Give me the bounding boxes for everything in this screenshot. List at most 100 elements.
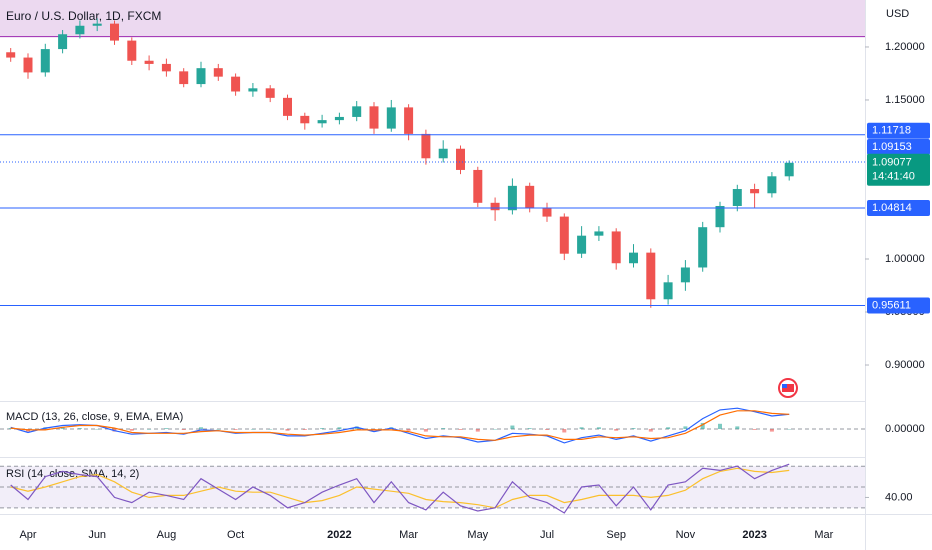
histogram-bar xyxy=(752,429,757,430)
x-tick-label: 2023 xyxy=(742,529,766,541)
candle-body xyxy=(231,76,241,92)
level-label: 0.95611 xyxy=(872,299,911,311)
histogram-bar xyxy=(129,429,134,431)
x-tick-label: Mar xyxy=(399,529,418,541)
candle-body xyxy=(127,40,137,61)
x-tick-label: Jul xyxy=(540,529,554,541)
y-tick-label: 0.90000 xyxy=(885,359,925,371)
candle-body xyxy=(161,63,171,72)
histogram-bar xyxy=(579,427,584,429)
histogram-bar xyxy=(769,429,774,432)
candle-body xyxy=(283,97,292,116)
x-tick-label: Nov xyxy=(676,529,696,541)
countdown-label: 14:41:40 xyxy=(872,171,915,183)
indicator-title: RSI (14, close, SMA, 14, 2) xyxy=(6,468,139,480)
event-badge[interactable] xyxy=(778,378,798,398)
histogram-bar xyxy=(562,429,567,433)
badge-flag xyxy=(782,384,794,392)
candle-body xyxy=(680,267,690,283)
histogram-bar xyxy=(718,423,722,429)
band-fill xyxy=(0,466,865,508)
x-tick-label: Aug xyxy=(157,529,177,541)
histogram-bar xyxy=(648,429,653,432)
candle-body xyxy=(646,252,656,300)
histogram-bar xyxy=(216,429,221,430)
histogram-bar xyxy=(77,428,82,429)
candle-body xyxy=(750,189,760,194)
histogram-bar xyxy=(735,426,740,429)
x-tick-label: Apr xyxy=(19,529,36,541)
candle-body xyxy=(473,169,483,203)
y-tick-label: 1.20000 xyxy=(885,41,925,53)
histogram-bar xyxy=(475,429,480,432)
histogram-bar xyxy=(406,429,411,431)
x-tick-label: 2022 xyxy=(327,529,351,541)
candle-body xyxy=(196,68,206,85)
candle-body xyxy=(525,185,535,209)
histogram-bar xyxy=(666,427,671,429)
histogram-bar xyxy=(423,429,428,432)
level-label-bg xyxy=(867,122,930,139)
candle-body xyxy=(23,57,33,73)
candle-body xyxy=(767,176,777,194)
candle-body xyxy=(577,235,587,254)
candle-body xyxy=(92,23,102,26)
histogram-bar xyxy=(458,429,463,430)
level-label: 1.09153 xyxy=(872,141,912,153)
candle-body xyxy=(179,71,189,85)
candle-body xyxy=(248,88,258,92)
candle-body xyxy=(663,282,673,300)
histogram-bar xyxy=(250,429,255,430)
histogram-bar xyxy=(510,425,515,429)
histogram-bar xyxy=(787,429,792,430)
histogram-bar xyxy=(596,427,601,429)
candle-body xyxy=(421,133,431,159)
candle-body xyxy=(144,60,154,64)
indicator-line xyxy=(10,410,790,441)
level-label: 1.11718 xyxy=(872,125,911,137)
histogram-bar xyxy=(545,429,549,430)
candle-body xyxy=(334,116,344,121)
candle-body xyxy=(559,216,569,254)
histogram-bar xyxy=(631,428,636,429)
histogram-bar xyxy=(302,429,307,430)
y-tick-label: 0.00000 xyxy=(885,423,925,435)
histogram-bar xyxy=(147,429,152,430)
histogram-bar xyxy=(268,429,273,430)
badge-flag-corner xyxy=(782,384,787,388)
currency: USD xyxy=(886,8,909,20)
level-label-bg xyxy=(867,199,930,216)
y-tick-label: 40.00 xyxy=(885,491,913,503)
level-label-bg xyxy=(867,297,930,314)
y-tick-label: 1.15000 xyxy=(885,94,925,106)
candle-body xyxy=(456,148,465,170)
x-tick-label: Sep xyxy=(606,529,626,541)
histogram-bar xyxy=(337,427,342,429)
histogram-bar xyxy=(683,426,688,429)
level-label-bg xyxy=(867,138,930,155)
y-tick-label: 1.00000 xyxy=(885,253,925,265)
histogram-bar xyxy=(285,429,290,431)
histogram-bar xyxy=(527,428,532,429)
candle-body xyxy=(542,208,552,217)
histogram-bar xyxy=(700,422,705,429)
x-tick-label: Jun xyxy=(88,529,106,541)
candle-body xyxy=(110,23,119,41)
candle-body xyxy=(438,148,448,159)
candle-body xyxy=(404,107,414,134)
highlight-zone xyxy=(0,0,865,37)
histogram-bar xyxy=(95,429,100,430)
indicator-title: MACD (13, 26, close, 9, EMA, EMA) xyxy=(6,411,183,423)
candle-body xyxy=(698,227,708,268)
candle-body xyxy=(784,162,794,177)
candle-body xyxy=(594,231,604,236)
last-price-bg xyxy=(867,153,930,186)
back-layer xyxy=(0,0,865,509)
candle-body xyxy=(40,49,50,73)
candle-body xyxy=(6,52,16,58)
candle-body xyxy=(507,185,517,211)
candle-body xyxy=(300,115,310,124)
candle-body xyxy=(732,189,742,206)
